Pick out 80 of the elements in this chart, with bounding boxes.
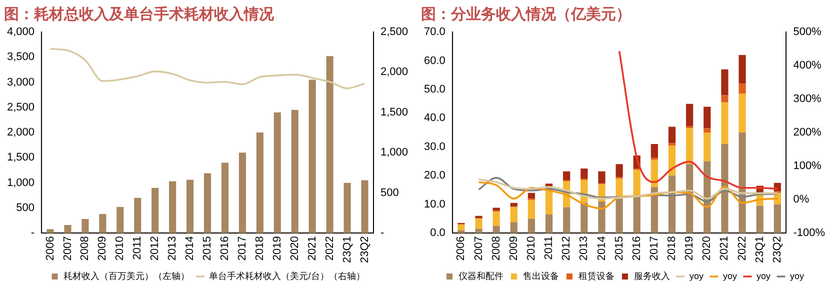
legend-label: 售出设备 <box>522 270 559 281</box>
y2-tick-label: 300% <box>793 93 822 106</box>
y-tick-label: 3,500 <box>6 51 35 64</box>
y-tick-label: 60.0 <box>424 54 446 67</box>
x-tick-label: 2013 <box>578 236 590 261</box>
chart-title: 图：耗材总收入及单台手术耗材收入情况 <box>4 6 275 24</box>
x-tick-label: 2022 <box>736 236 748 261</box>
x-tick-label: 2008 <box>490 236 502 261</box>
x-tick-label: 2017 <box>648 236 660 261</box>
x-tick-label: 2019 <box>684 236 696 261</box>
legend-label: yoy <box>790 270 805 281</box>
x-tick-label: 2018 <box>666 236 678 261</box>
x-tick-label: 2013 <box>166 236 179 261</box>
x-tick-label: 2020 <box>288 236 301 261</box>
legend-label: yoy <box>756 270 772 281</box>
y-tick-label: 500 <box>16 202 35 214</box>
y2-tick-label: 100% <box>793 160 822 172</box>
x-tick-label: 2015 <box>613 236 626 261</box>
x-tick-label: 23Q2 <box>771 236 784 264</box>
y2-tick-label: 0% <box>793 194 810 206</box>
y2-tick-label: 1,000 <box>380 146 408 159</box>
legend-label: 租赁设备 <box>578 270 614 281</box>
y-tick-label: 50.0 <box>424 83 446 96</box>
x-tick-label: 2015 <box>202 236 214 261</box>
y-tick-label: 30.0 <box>424 140 446 153</box>
y-tick-label: 1,000 <box>6 176 35 189</box>
chart-title: 图：分业务收入情况（亿美元） <box>421 5 631 24</box>
x-tick-label: 2012 <box>149 236 162 261</box>
y2-tick-label: 200% <box>793 126 822 139</box>
y-tick-label: 2,000 <box>6 126 35 139</box>
x-tick-label: 2018 <box>254 236 266 261</box>
y2-tick-label: -100% <box>793 227 826 240</box>
x-tick-label: 2009 <box>508 236 520 261</box>
y2-tick-label: 2,500 <box>380 26 408 38</box>
x-tick-label: 2014 <box>184 236 196 261</box>
y2-tick-label: 400% <box>793 60 822 72</box>
y-tick-label: - <box>30 227 35 240</box>
x-tick-label: 23Q2 <box>358 236 371 264</box>
x-tick-label: 2011 <box>132 236 144 260</box>
x-tick-label: 2019 <box>271 236 284 261</box>
x-tick-label: 2012 <box>560 236 573 261</box>
y-tick-label: 3,000 <box>6 76 35 88</box>
x-tick-label: 2011 <box>543 236 556 260</box>
x-tick-label: 2007 <box>472 236 485 261</box>
x-tick-label: 2010 <box>114 236 126 261</box>
y2-tick-label: 2,000 <box>380 66 408 78</box>
x-tick-label: 2016 <box>630 236 643 261</box>
x-tick-label: 2020 <box>701 236 714 261</box>
legend-label: 服务收入 <box>634 270 670 281</box>
x-tick-label: 2021 <box>306 236 318 261</box>
y-tick-label: 40.0 <box>424 112 446 124</box>
x-tick-label: 2014 <box>596 236 608 261</box>
x-tick-label: 2021 <box>718 236 731 261</box>
legend-label: 耗材收入（百万美元）（左轴） <box>64 270 190 281</box>
x-tick-label: 2006 <box>44 236 56 261</box>
y2-tick-label: 1,500 <box>380 106 408 118</box>
legend-label: yoy <box>722 270 738 281</box>
y-tick-label: 2,500 <box>6 101 35 114</box>
x-tick-label: 2008 <box>79 236 92 261</box>
y-tick-label: 4,000 <box>6 26 35 38</box>
y2-tick-label: 500% <box>793 26 822 38</box>
y-tick-label: 0.0 <box>430 227 446 240</box>
y2-tick-label: 500 <box>380 186 399 199</box>
y-tick-label: 10.0 <box>424 198 446 210</box>
y-tick-label: 70.0 <box>424 26 446 38</box>
x-tick-label: 2009 <box>96 236 109 261</box>
x-tick-label: 2017 <box>236 236 248 261</box>
x-tick-label: 23Q1 <box>754 236 766 264</box>
legend-label: 仪器和配件 <box>458 270 504 281</box>
x-tick-label: 2016 <box>219 236 231 261</box>
x-tick-label: 2006 <box>455 236 468 261</box>
y2-tick-label: - <box>380 227 384 240</box>
x-tick-label: 2007 <box>62 236 74 261</box>
y-tick-label: 1,500 <box>6 152 35 164</box>
y-tick-label: 20.0 <box>424 170 446 182</box>
x-tick-label: 2022 <box>324 236 336 261</box>
legend-label: 单台手术耗材收入（美元/台）（右轴） <box>209 270 365 281</box>
x-tick-label: 23Q1 <box>341 236 354 264</box>
legend-label: yoy <box>689 270 704 281</box>
x-tick-label: 2010 <box>525 236 538 261</box>
